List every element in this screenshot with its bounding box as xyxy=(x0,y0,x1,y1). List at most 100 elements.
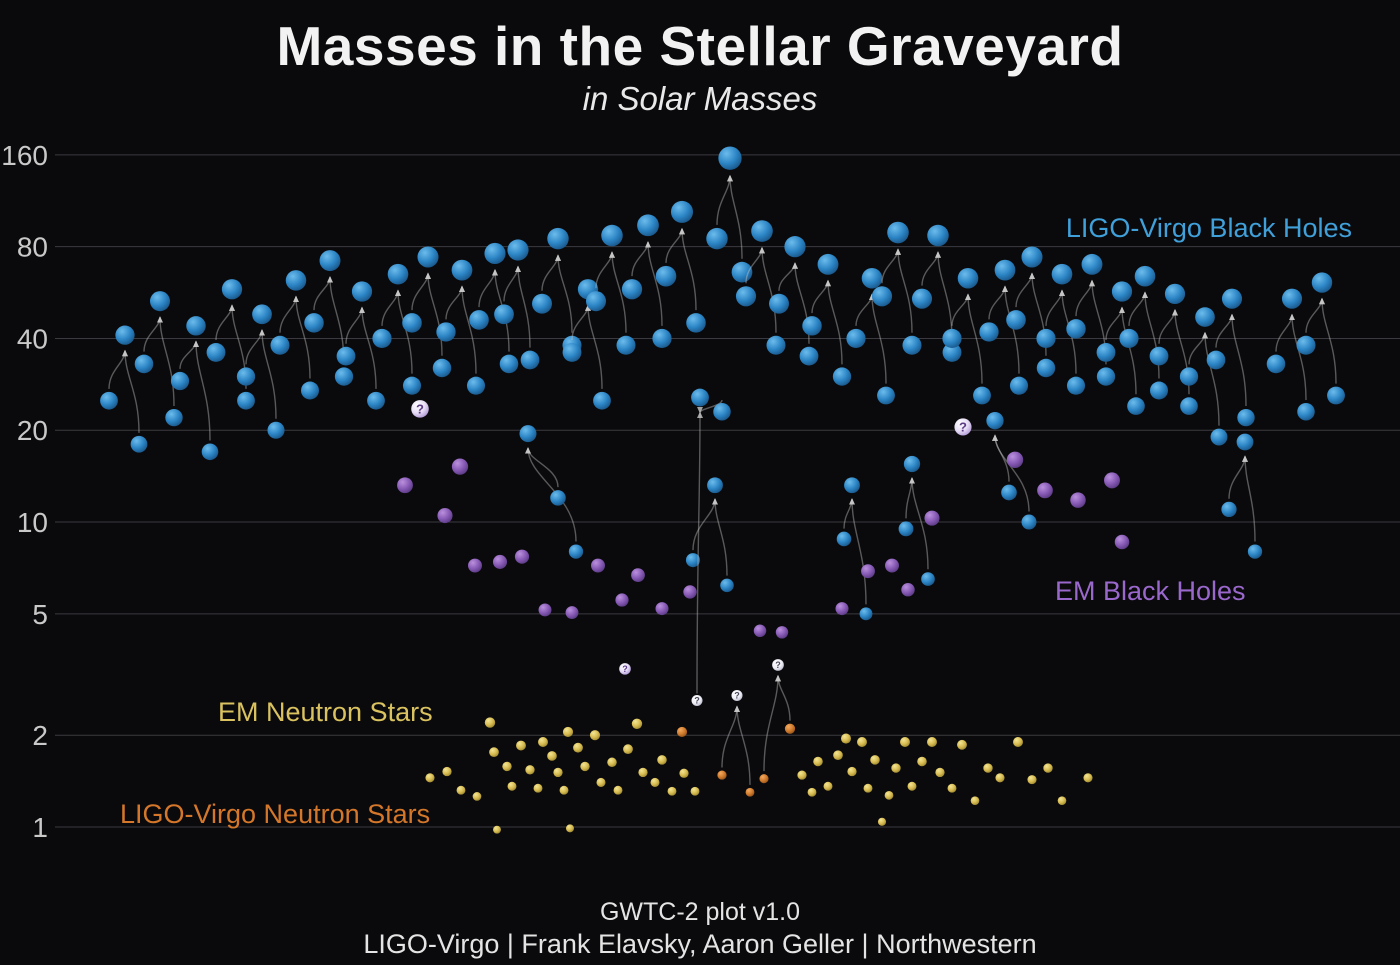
merger-remnant-question-dot xyxy=(772,659,784,671)
bbh-component-dot xyxy=(802,316,822,336)
bbh-final-dot xyxy=(149,291,171,312)
em-neutron-star-dot xyxy=(1083,773,1093,783)
bbh-final-dot xyxy=(1021,246,1043,268)
em-black-hole-dot xyxy=(591,558,605,573)
em-neutron-star-dot xyxy=(525,765,535,775)
y-tick-label: 160 xyxy=(1,140,48,171)
em-question-dot xyxy=(411,400,429,418)
em-black-hole-dot xyxy=(1070,492,1086,508)
em-neutron-star-dot xyxy=(927,737,937,747)
lv-neutron-star-dot xyxy=(784,723,796,734)
em-neutron-star-dot xyxy=(690,786,700,796)
bbh-component-dot xyxy=(1149,346,1169,366)
bbh-component-dot xyxy=(1021,514,1037,530)
merger-arrow xyxy=(1242,455,1256,542)
em-neutron-star-dot xyxy=(547,751,557,761)
bbh-component-dot xyxy=(1247,544,1263,559)
bbh-component-dot xyxy=(494,304,514,325)
bbh-component-dot xyxy=(1150,381,1168,400)
em-neutron-star-dot xyxy=(957,739,967,750)
merger-arrow xyxy=(855,293,875,326)
bbh-component-dot xyxy=(1327,386,1345,405)
merger-arrow xyxy=(359,306,377,389)
bbh-component-dot xyxy=(206,342,226,362)
em-neutron-star-dot xyxy=(1043,763,1053,773)
em-black-hole-dot xyxy=(924,510,940,526)
lv-neutron-star-dot xyxy=(759,774,769,784)
question-mark-glyph: ? xyxy=(734,691,740,701)
em-neutron-star-dot xyxy=(566,824,574,833)
em-neutron-star-dot xyxy=(507,781,517,791)
bbh-component-dot xyxy=(237,391,255,410)
bbh-component-dot xyxy=(1119,328,1139,349)
merger-arrow xyxy=(293,295,311,379)
em-neutron-star-dot xyxy=(917,756,927,767)
bbh-final-dot xyxy=(115,325,135,345)
em-neutron-star-dot xyxy=(623,744,633,755)
merger-arrow xyxy=(108,349,128,389)
em-neutron-star-dot xyxy=(425,773,435,783)
bbh-component-dot xyxy=(836,531,852,547)
merger-arrow xyxy=(279,295,299,333)
question-mark-glyph: ? xyxy=(416,402,424,417)
merger-arrow xyxy=(1128,291,1148,326)
em-neutron-star-dot xyxy=(679,768,689,778)
merger-arrow xyxy=(1045,289,1065,326)
bbh-component-dot xyxy=(334,367,354,386)
y-tick-label: 40 xyxy=(17,323,48,354)
em-neutron-star-dot xyxy=(553,767,563,778)
bbh-component-dot xyxy=(532,293,552,314)
em-black-hole-dot xyxy=(631,568,645,582)
em-neutron-star-dot xyxy=(983,763,993,773)
y-tick-label: 5 xyxy=(32,599,48,630)
bbh-component-dot xyxy=(616,335,636,355)
bbh-final-dot xyxy=(1311,272,1333,293)
bbh-final-dot xyxy=(1236,433,1254,451)
em-neutron-star-dot xyxy=(589,730,601,741)
em-black-hole-dot xyxy=(901,582,915,597)
em-neutron-star-dot xyxy=(877,817,887,826)
merger-arrow xyxy=(992,434,1030,512)
lv-neutron-star-dot xyxy=(745,787,755,797)
bbh-component-dot xyxy=(1036,358,1056,378)
merger-arrow xyxy=(541,254,561,291)
em-neutron-star-dot xyxy=(493,825,501,834)
em-neutron-star-dot xyxy=(1027,775,1037,785)
bbh-final-dot xyxy=(994,259,1016,281)
em-black-hole-dot xyxy=(835,602,849,616)
bbh-component-dot xyxy=(1210,428,1228,446)
y-tick-label: 1 xyxy=(32,812,48,843)
legend-em-black-holes: EM Black Holes xyxy=(1055,576,1246,606)
merger-arrow xyxy=(869,293,887,384)
bbh-component-dot xyxy=(942,328,962,349)
merger-arrow xyxy=(679,227,697,311)
em-neutron-star-dot xyxy=(631,718,643,729)
bbh-component-dot xyxy=(562,342,582,362)
em-neutron-star-dot xyxy=(833,750,843,760)
bbh-final-dot xyxy=(784,236,806,258)
merger-arrow xyxy=(313,276,333,311)
bbh-component-dot xyxy=(304,313,324,333)
merger-arrow xyxy=(525,447,559,488)
uncertain-object-dot xyxy=(691,694,703,706)
chart-subtitle: in Solar Masses xyxy=(582,80,818,117)
em-black-hole-dot xyxy=(753,624,767,638)
bbh-component-dot xyxy=(100,391,118,410)
bbh-component-dot xyxy=(568,544,584,559)
em-black-hole-dot xyxy=(397,477,413,494)
em-neutron-star-dot xyxy=(657,755,667,765)
em-neutron-star-dot xyxy=(995,773,1005,783)
em-neutron-star-dot xyxy=(667,786,677,796)
merger-arrow xyxy=(778,262,798,291)
em-black-hole-dot xyxy=(538,603,552,617)
footer-version: GWTC-2 plot v1.0 xyxy=(599,898,801,926)
bbh-final-dot xyxy=(451,259,473,281)
bbh-component-dot xyxy=(902,335,922,355)
em-black-hole-dot xyxy=(1104,472,1120,489)
merger-arrow xyxy=(1319,297,1337,384)
bbh-final-dot xyxy=(1221,288,1243,309)
merger-arrow xyxy=(1075,279,1095,317)
bbh-component-dot xyxy=(336,346,356,366)
em-neutron-star-dot xyxy=(613,785,623,795)
